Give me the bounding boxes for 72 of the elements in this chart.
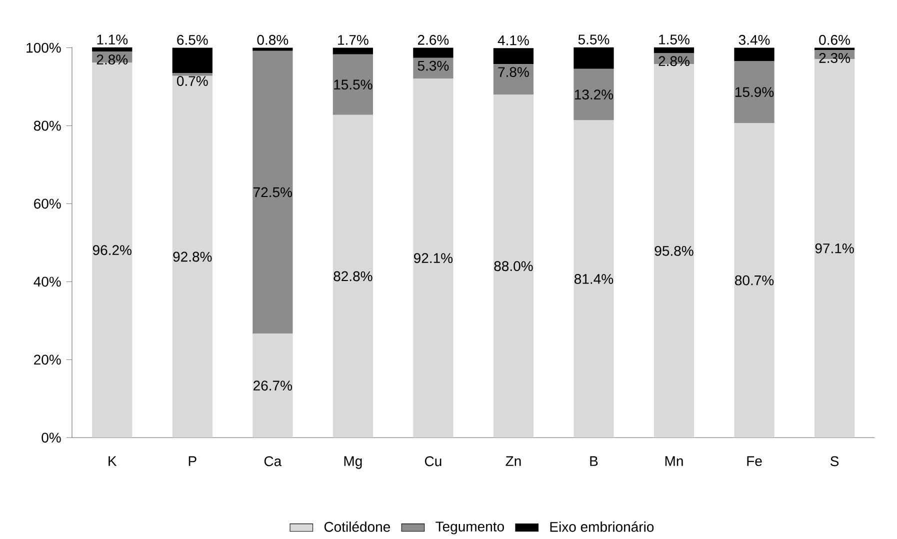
bar bbox=[172, 73, 212, 76]
x-tick-label: B bbox=[590, 456, 598, 466]
bar bbox=[92, 47, 132, 52]
x-tick-label: S bbox=[830, 456, 839, 466]
legend-label: Eixo embrionário bbox=[550, 521, 654, 532]
bar bbox=[252, 50, 293, 334]
data-label: 7.8% bbox=[498, 67, 529, 77]
data-label: 4.1% bbox=[498, 35, 529, 46]
data-label: 1.7% bbox=[338, 34, 368, 45]
data-label: 6.5% bbox=[177, 34, 208, 45]
data-label: 1.5% bbox=[659, 34, 690, 44]
bar bbox=[574, 47, 614, 69]
y-tick-label: 40% bbox=[34, 276, 61, 287]
data-label: 3.4% bbox=[738, 34, 770, 45]
x-tick-label: Fe bbox=[747, 456, 762, 466]
bar bbox=[413, 48, 454, 58]
legend-label: Tegumento bbox=[436, 522, 504, 534]
bar bbox=[734, 122, 774, 438]
data-label: 0.8% bbox=[257, 34, 288, 45]
x-tick-label: Zn bbox=[506, 456, 521, 466]
bar bbox=[413, 58, 454, 79]
y-tick-label: 20% bbox=[34, 354, 61, 365]
y-tick-label: 80% bbox=[34, 120, 61, 131]
data-label: 1.1% bbox=[97, 34, 128, 44]
x-tick-label: Cu bbox=[424, 456, 442, 466]
data-label: 5.5% bbox=[578, 34, 610, 44]
bar bbox=[332, 48, 374, 54]
data-label: 95.8% bbox=[654, 246, 694, 256]
data-label: 92.8% bbox=[173, 252, 212, 262]
data-label: 81.4% bbox=[574, 274, 614, 284]
data-label: 2.6% bbox=[418, 34, 449, 45]
bar bbox=[574, 68, 614, 120]
data-label: 13.2% bbox=[574, 90, 614, 100]
bar bbox=[493, 94, 534, 438]
bar bbox=[734, 60, 774, 123]
data-label: 26.7% bbox=[254, 380, 292, 391]
bar bbox=[92, 62, 132, 438]
y-tick-label: 100% bbox=[26, 42, 61, 53]
bar bbox=[734, 48, 774, 61]
data-label: 2.8% bbox=[96, 54, 128, 64]
bar bbox=[493, 64, 534, 94]
bar bbox=[172, 48, 212, 74]
x-tick-label: Mg bbox=[344, 456, 362, 469]
bar bbox=[493, 48, 534, 64]
data-label: 2.8% bbox=[658, 56, 690, 66]
data-label: 72.5% bbox=[254, 187, 292, 198]
data-label: 5.3% bbox=[418, 60, 449, 71]
bar bbox=[332, 54, 374, 115]
data-label: 88.0% bbox=[494, 261, 533, 272]
data-label: 15.5% bbox=[334, 80, 372, 90]
bar bbox=[332, 114, 374, 438]
data-label: 92.1% bbox=[414, 253, 453, 264]
data-label: 15.9% bbox=[735, 87, 774, 97]
data-label: 96.2% bbox=[92, 245, 132, 256]
bar bbox=[654, 47, 694, 54]
data-label: 0.7% bbox=[176, 76, 208, 86]
bar bbox=[252, 48, 293, 51]
data-label: 82.8% bbox=[334, 271, 372, 282]
y-tick-label: 0% bbox=[42, 432, 61, 443]
y-tick-label: 60% bbox=[34, 198, 61, 209]
x-tick-label: P bbox=[188, 456, 196, 466]
legend-label: Cotilédone bbox=[324, 521, 390, 532]
data-label: 80.7% bbox=[735, 275, 774, 286]
bar bbox=[172, 76, 212, 438]
x-tick-label: K bbox=[108, 456, 117, 466]
x-tick-label: Ca bbox=[264, 456, 282, 466]
bar bbox=[574, 120, 614, 438]
x-tick-label: Mn bbox=[665, 456, 683, 466]
data-label: 0.6% bbox=[819, 34, 850, 45]
bar bbox=[252, 333, 293, 438]
data-label: 97.1% bbox=[815, 243, 854, 254]
bar bbox=[413, 78, 454, 438]
